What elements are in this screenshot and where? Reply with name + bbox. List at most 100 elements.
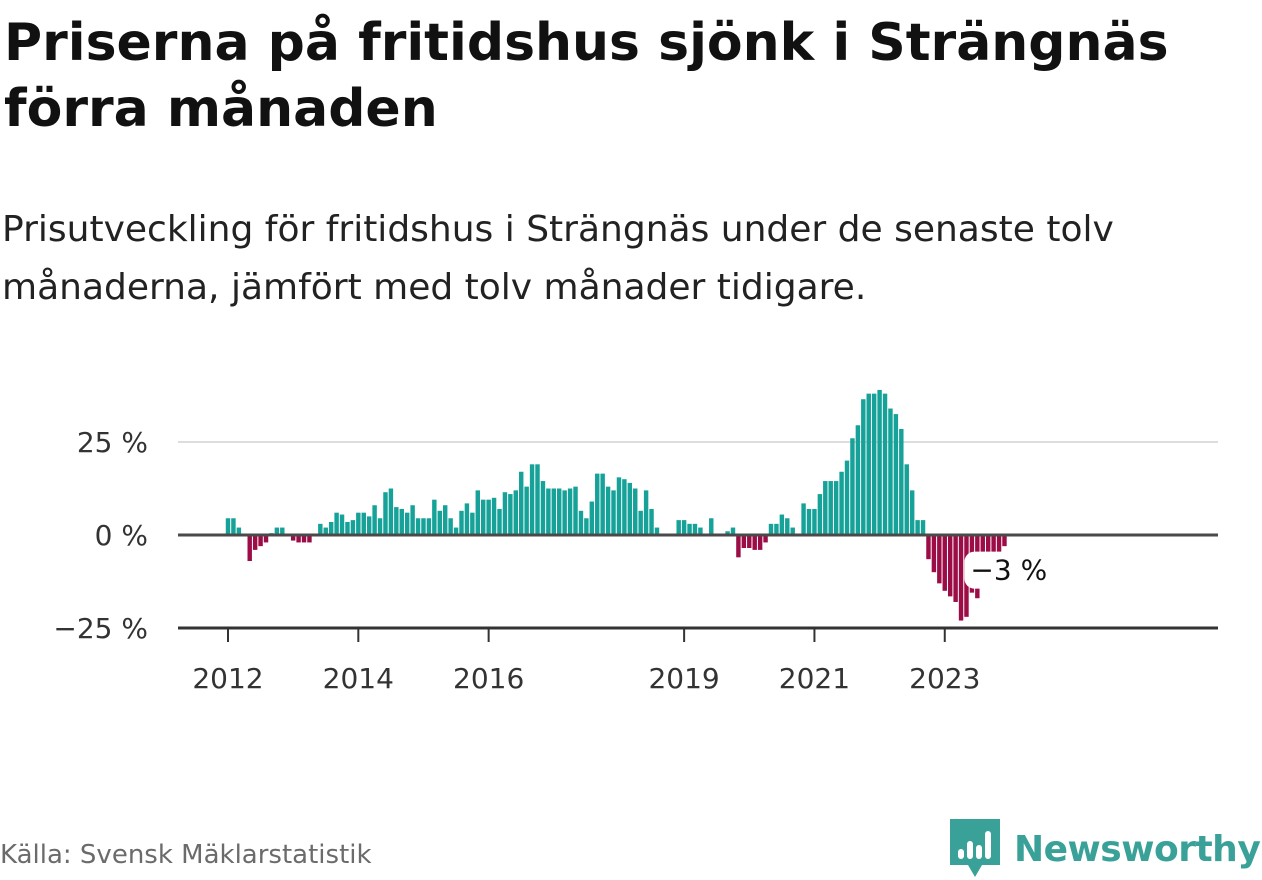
x-tick-label: 2023 bbox=[909, 662, 980, 695]
bar bbox=[947, 535, 953, 597]
bar bbox=[372, 505, 377, 535]
bar bbox=[252, 535, 258, 550]
newsworthy-bar-chart-logo-icon bbox=[950, 819, 1000, 877]
bar bbox=[757, 535, 763, 550]
bar bbox=[513, 490, 518, 535]
bar bbox=[573, 486, 578, 535]
bar bbox=[681, 520, 687, 535]
bar bbox=[839, 471, 844, 535]
x-tick-label: 2021 bbox=[779, 662, 850, 695]
bar bbox=[388, 488, 394, 535]
bar bbox=[301, 535, 307, 543]
bar bbox=[937, 535, 942, 584]
bar bbox=[546, 488, 551, 535]
bar bbox=[996, 535, 1002, 554]
bar bbox=[475, 490, 480, 535]
bar bbox=[529, 464, 535, 535]
bar bbox=[871, 393, 877, 535]
bar bbox=[953, 535, 958, 602]
bar bbox=[747, 535, 752, 549]
bar bbox=[589, 501, 595, 535]
bar bbox=[763, 535, 768, 543]
bar bbox=[328, 521, 334, 535]
bar bbox=[855, 425, 861, 535]
bar bbox=[643, 490, 649, 535]
bar bbox=[850, 438, 855, 535]
bar bbox=[540, 481, 546, 535]
bar bbox=[779, 514, 785, 535]
bar bbox=[790, 527, 795, 535]
last-value-label-background bbox=[964, 551, 1054, 589]
bar bbox=[828, 481, 833, 535]
source-credit: Källa: Svensk Mäklarstatistik bbox=[0, 840, 372, 870]
bar bbox=[611, 490, 616, 535]
bar bbox=[741, 535, 747, 549]
chart-subtitle: Prisutveckling för fritidshus i Strängnä… bbox=[2, 209, 1114, 308]
bar bbox=[274, 527, 280, 535]
bar bbox=[991, 535, 996, 554]
x-tick-label: 2012 bbox=[192, 662, 263, 695]
bar bbox=[801, 503, 806, 535]
bar bbox=[258, 535, 263, 547]
bar bbox=[774, 523, 779, 535]
bar bbox=[225, 518, 231, 535]
y-axis-tick-labels: 25 % 0 % −25 % bbox=[53, 426, 148, 645]
bar bbox=[486, 499, 491, 535]
x-axis-ticks: 2012 2014 2016 2019 2021 2023 bbox=[192, 628, 980, 695]
bar bbox=[481, 499, 486, 535]
bar bbox=[421, 518, 426, 535]
bar bbox=[926, 535, 931, 560]
x-tick-label: 2016 bbox=[453, 662, 524, 695]
bar bbox=[535, 464, 540, 535]
bar bbox=[442, 505, 448, 535]
bar bbox=[231, 518, 236, 535]
bar bbox=[785, 518, 790, 535]
bar bbox=[888, 408, 893, 535]
bar bbox=[567, 488, 573, 535]
bar bbox=[551, 488, 557, 535]
bar bbox=[931, 535, 937, 573]
bar bbox=[909, 490, 915, 535]
bar bbox=[426, 518, 432, 535]
bar bbox=[345, 521, 350, 535]
bar bbox=[899, 428, 904, 535]
bar bbox=[464, 503, 470, 535]
chart-title: Priserna på fritidshus sjönk i Strängnäs… bbox=[4, 13, 1169, 139]
bar bbox=[633, 488, 638, 535]
bar bbox=[584, 518, 589, 535]
bar bbox=[861, 399, 866, 535]
bar bbox=[866, 393, 871, 535]
bar bbox=[882, 393, 888, 535]
brand-name: Newsworthy bbox=[1014, 828, 1261, 870]
bar bbox=[524, 486, 529, 535]
bar bbox=[692, 523, 698, 535]
bar bbox=[453, 527, 459, 535]
bar bbox=[356, 512, 361, 535]
y-tick-label: 25 % bbox=[77, 426, 148, 459]
bar bbox=[985, 535, 991, 562]
bar bbox=[877, 389, 882, 535]
bar bbox=[339, 514, 345, 535]
bar bbox=[915, 520, 920, 535]
bar bbox=[812, 508, 817, 535]
last-value-annotation: −3 % bbox=[964, 551, 1054, 589]
bar bbox=[595, 473, 600, 535]
bar bbox=[806, 508, 812, 535]
bar bbox=[823, 481, 828, 535]
bar bbox=[448, 518, 453, 535]
bar bbox=[399, 508, 404, 535]
bar bbox=[638, 510, 643, 535]
bar bbox=[323, 527, 328, 535]
bar bbox=[768, 523, 774, 535]
bar bbox=[605, 486, 611, 535]
bar bbox=[236, 527, 242, 535]
bar bbox=[383, 492, 388, 535]
bar bbox=[920, 520, 926, 535]
bar bbox=[404, 512, 410, 535]
bar bbox=[649, 508, 654, 535]
bar bbox=[942, 535, 947, 591]
bar bbox=[377, 518, 383, 535]
bar bbox=[432, 499, 437, 535]
bar bbox=[508, 494, 513, 535]
bar bbox=[437, 510, 442, 535]
